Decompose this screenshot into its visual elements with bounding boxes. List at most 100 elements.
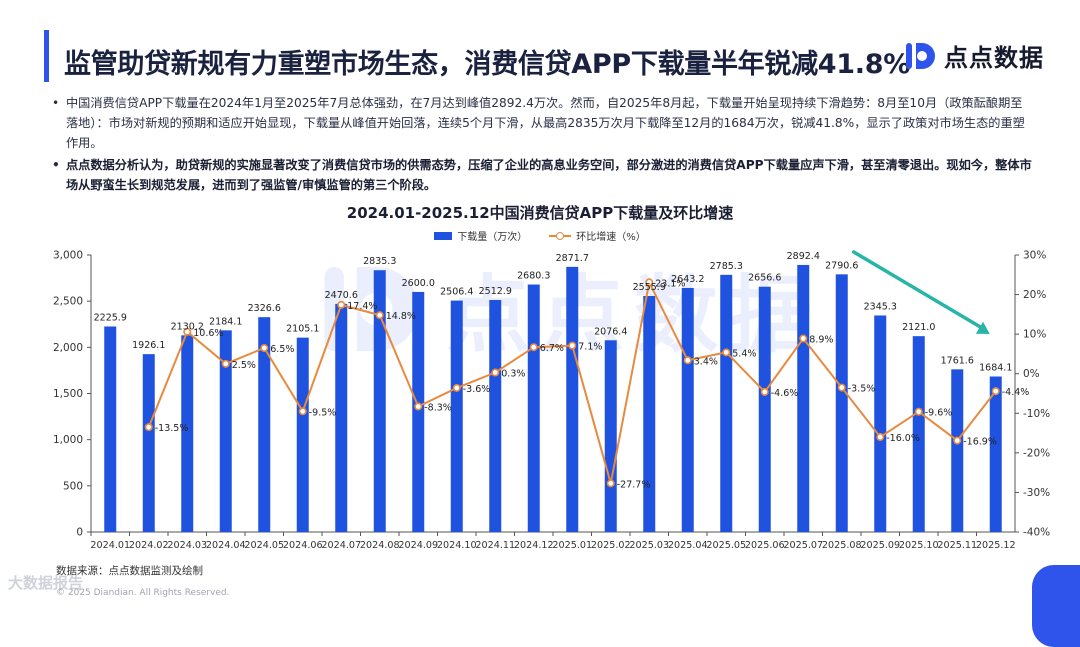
bar-2025.09 (874, 315, 887, 532)
x-tick-label: 2025.04 (668, 540, 708, 551)
y-right-tick-label: -10% (1023, 408, 1050, 420)
growth-point-2025.06 (760, 387, 769, 396)
brand-logo: 点点数据 (904, 38, 1044, 73)
footer-logo: 大数据报告 (8, 574, 84, 592)
bar-value-label: 2345.3 (864, 301, 897, 312)
growth-point-2024.11 (491, 368, 500, 377)
bar-2024.04 (219, 330, 232, 532)
growth-point-2025.03 (645, 278, 654, 287)
x-tick-label: 2025.09 (860, 540, 900, 551)
download-chart: 0 500 1,000 1,500 2,000 2,500 3,000 -40% -30% -20… (53, 250, 1050, 552)
bar-2025.07 (797, 264, 810, 532)
bar-2024.09 (412, 291, 425, 532)
bar-2024.02 (142, 354, 155, 532)
bar-2024.10 (450, 300, 463, 532)
growth-point-2024.08 (375, 311, 384, 320)
growth-value-label: -3.5% (848, 384, 876, 395)
growth-point-2024.06 (298, 407, 307, 416)
y-right-tick-label: 30% (1023, 250, 1046, 262)
bar-value-label: 2506.4 (440, 287, 473, 298)
growth-point-2024.10 (452, 383, 461, 392)
growth-value-label: -8.3% (424, 403, 452, 414)
bar-2025.01 (566, 266, 579, 532)
brand-logo-text: 点点数据 (944, 44, 1044, 72)
bar-value-label: 2680.3 (517, 271, 550, 282)
growth-point-2024.09 (414, 402, 423, 411)
bar-value-label: 2326.6 (248, 303, 281, 314)
growth-point-2025.11 (953, 436, 962, 445)
bar-2024.12 (527, 284, 540, 532)
bar-value-label: 1684.1 (979, 363, 1012, 374)
x-tick-label: 2024.08 (360, 540, 400, 551)
bar-value-label: 2184.1 (209, 316, 242, 327)
bar-2025.03 (643, 296, 656, 532)
y-left-tick-label: 2,000 (53, 342, 83, 354)
bar-value-label: 1761.6 (941, 355, 974, 366)
bar-2024.01 (104, 326, 117, 532)
x-tick-label: 2025.12 (976, 540, 1016, 551)
x-tick-label: 2025.03 (629, 540, 669, 551)
y-right-tick-label: 20% (1023, 289, 1046, 301)
summary-bullets: 中国消费信贷APP下载量在2024年1月至2025年7月总体强劲，在7月达到峰值… (52, 93, 1032, 197)
bar-2025.06 (758, 286, 771, 532)
summary-bullet-1: 中国消费信贷APP下载量在2024年1月至2025年7月总体强劲，在7月达到峰值… (52, 93, 1032, 153)
legend-line-swatch (549, 231, 572, 240)
y-right-tick-label: -40% (1023, 527, 1050, 539)
growth-value-label: -16.0% (886, 433, 920, 444)
bar-value-label: 2121.0 (902, 322, 935, 333)
bar-2024.07 (335, 303, 348, 532)
growth-value-label: 2.5% (232, 360, 256, 371)
y-left-tick-label: 1,000 (53, 434, 83, 446)
x-tick-label: 2024.12 (514, 540, 554, 551)
bar-2024.03 (181, 335, 194, 532)
x-tick-label: 2025.07 (783, 540, 823, 551)
growth-value-label: 17.4% (347, 301, 377, 312)
bar-value-label: 2871.7 (556, 253, 589, 264)
chart-title: 2024.01-2025.12中国消费信贷APP下载量及环比增速 (346, 204, 734, 222)
bar-value-label: 2835.3 (363, 256, 396, 267)
bar-value-label: 2225.9 (94, 312, 127, 323)
corner-decoration (1032, 565, 1080, 647)
bar-2025.05 (720, 274, 733, 532)
growth-point-2024.05 (260, 343, 269, 352)
growth-value-label: 7.1% (578, 342, 602, 353)
bar-value-label: 2076.4 (594, 326, 627, 337)
y-left-tick-label: 2,500 (53, 296, 83, 308)
growth-point-2025.09 (876, 433, 885, 442)
growth-value-label: -4.6% (771, 388, 799, 399)
data-source: 数据来源：点点数据监测及绘制 (56, 565, 203, 577)
y-right-tick-label: -20% (1023, 447, 1050, 459)
x-tick-label: 2025.05 (706, 540, 746, 551)
growth-value-label: 8.9% (809, 334, 833, 345)
y-left-tick-label: 1,500 (53, 388, 83, 400)
watermark: 点点数据 (318, 248, 822, 369)
bar-value-label: 2785.3 (710, 261, 743, 272)
growth-value-label: -13.5% (155, 423, 189, 434)
brand-logo-icon (906, 42, 935, 69)
growth-point-2025.10 (914, 407, 923, 416)
y-left-tick-label: 500 (63, 480, 83, 492)
growth-value-label: 6.5% (270, 344, 294, 355)
growth-point-2025.07 (799, 334, 808, 343)
x-tick-label: 2025.02 (591, 540, 631, 551)
x-tick-label: 2024.11 (475, 540, 515, 551)
legend-item-growth: 环比增速（%） (549, 228, 646, 243)
bar-value-label: 2470.6 (325, 290, 358, 301)
growth-point-2024.04 (221, 359, 230, 368)
growth-point-2025.04 (683, 356, 692, 365)
growth-point-2024.12 (529, 343, 538, 352)
trend-arrow-line (852, 250, 986, 331)
bar-value-label: 2105.1 (286, 324, 319, 335)
y-right-tick-label: -30% (1023, 487, 1050, 499)
bar-2024.06 (296, 337, 309, 532)
bar-value-label: 2555.9 (633, 282, 666, 293)
page-title: 监管助贷新规有力重塑市场生态，消费信贷APP下载量半年锐减41.8% (64, 49, 910, 80)
legend-bar-swatch (434, 231, 453, 240)
chart-legend: 下载量（万次） 环比增速（%） (0, 228, 1080, 243)
x-tick-label: 2024.03 (167, 540, 207, 551)
growth-value-label: 23.1% (655, 278, 685, 289)
bar-2025.02 (604, 340, 617, 532)
x-tick-label: 2024.10 (437, 540, 477, 551)
growth-value-label: -9.6% (925, 408, 953, 419)
growth-point-2024.03 (183, 327, 192, 336)
